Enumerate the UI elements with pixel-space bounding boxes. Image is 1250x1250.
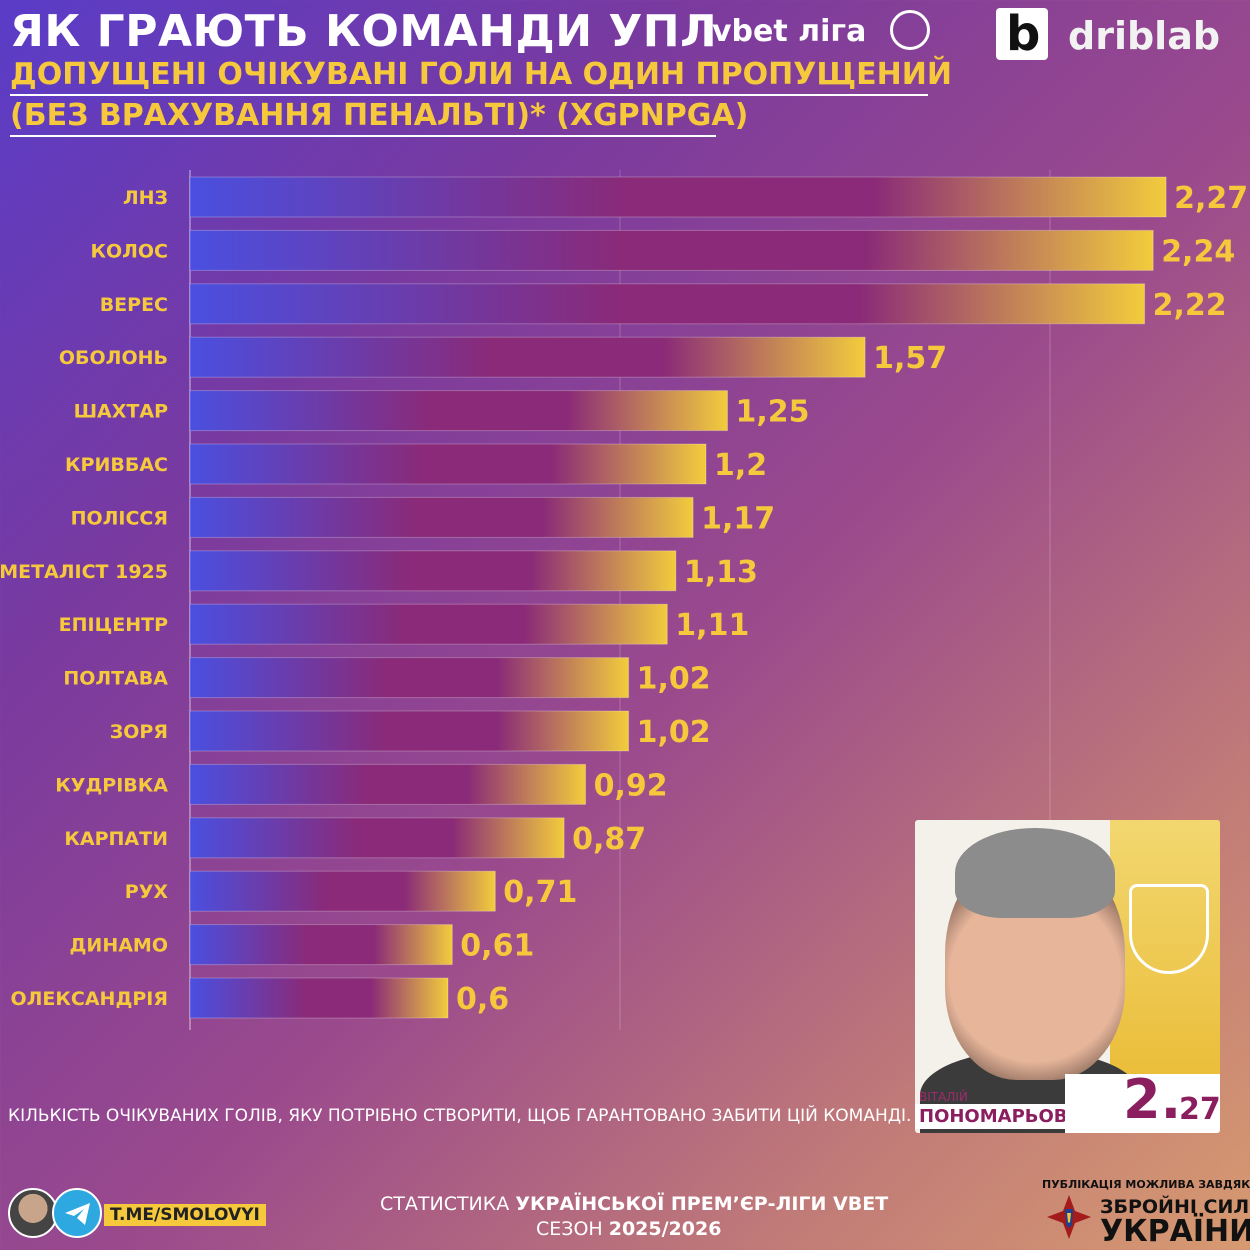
value-label: 2,27 [1174,181,1248,216]
category-label: ДИНАМО [70,935,169,957]
armed-forces-line-2: УКРАЇНИ [1100,1214,1250,1249]
bar [189,817,565,859]
bar [189,336,866,378]
value-label: 1,17 [701,501,775,536]
brand-name: driblab [1068,14,1221,58]
league-logo-text: vbet ліга [712,14,867,49]
category-label: ОЛЕКСАНДРІЯ [10,988,168,1010]
category-label: ЕПІЦЕНТР [59,614,168,636]
category-label: ОБОЛОНЬ [59,347,168,369]
value-label: 0,87 [572,822,646,857]
bar [189,550,677,592]
category-label: ПОЛІССЯ [71,507,168,529]
brand-logo-icon: b [996,6,1048,62]
value-label: 0,71 [503,875,577,910]
bar [189,870,496,912]
category-label: РУХ [125,881,169,903]
value-label: 1,25 [736,395,810,430]
armed-forces-line-1: ЗБРОЙНІ СИЛИ [1100,1196,1250,1218]
footnote: КІЛЬКІСТЬ ОЧІКУВАНИХ ГОЛІВ, ЯКУ ПОТРІБНО… [8,1106,912,1126]
value-label: 1,2 [714,448,767,483]
category-label: КУДРІВКА [55,774,168,796]
coach-card: ВІТАЛІЙ ПОНОМАРЬОВ 2. 27 [915,820,1220,1133]
stat-source: СТАТИСТИКА УКРАЇНСЬКОЇ ПРЕМ’ЄР-ЛІГИ VBET [380,1193,889,1215]
coach-value: 2. 27 [1065,1068,1220,1133]
value-label: 2,22 [1153,288,1227,323]
bar [189,603,668,645]
stat-league: УКРАЇНСЬКОЇ ПРЕМ’ЄР-ЛІГИ VBET [515,1193,889,1215]
value-label: 2,24 [1161,234,1235,269]
value-label: 0,92 [594,768,668,803]
category-label: ШАХТАР [74,401,168,423]
coach-last-name: ПОНОМАРЬОВ [915,1104,1069,1129]
club-crest-icon [1129,884,1209,974]
bar [189,763,587,805]
bar [189,924,453,966]
value-label: 1,02 [637,662,711,697]
bar [189,977,449,1019]
coach-first-name: ВІТАЛІЙ [919,1090,968,1104]
category-label: КОЛОС [90,240,168,262]
category-label: ВЕРЕС [100,294,168,316]
bar-chart: ЛНЗ 2,27 КОЛОС 2,24 ВЕРЕС 2,22 ОБОЛОНЬ 1,57 ШАХТ… [0,170,1248,1030]
coach-value-dec: 27 [1179,1092,1220,1127]
category-label: ЛНЗ [123,187,168,209]
season: СЕЗОН 2025/2026 [536,1218,722,1240]
value-label: 0,61 [460,929,534,964]
coach-value-int: 2. [1123,1068,1182,1131]
season-years: 2025/2026 [608,1218,722,1240]
category-label: КРИВБАС [65,454,168,476]
bar [189,283,1146,325]
value-label: 1,57 [873,341,947,376]
bar [189,229,1154,271]
bar [189,657,630,699]
author-avatar [8,1188,58,1238]
value-label: 0,6 [456,982,509,1017]
telegram-icon[interactable] [52,1188,102,1238]
category-label: КАРПАТИ [64,828,168,850]
publication-note: ПУБЛІКАЦІЯ МОЖЛИВА ЗАВДЯКИ: [1042,1178,1250,1191]
ball-icon [890,10,930,50]
category-label: ЗОРЯ [110,721,168,743]
subtitle-line-1: ДОПУЩЕНІ ОЧІКУВАНІ ГОЛИ НА ОДИН ПРОПУЩЕН… [10,57,952,96]
bar [189,710,630,752]
bar [189,390,728,432]
value-label: 1,11 [675,608,749,643]
armed-forces-emblem-icon [1047,1195,1091,1239]
bar [189,496,694,538]
telegram-link[interactable]: T.ME/SMOLOVYI [104,1204,266,1226]
category-label: МЕТАЛІСТ 1925 [0,561,168,583]
bar [189,443,707,485]
value-label: 1,02 [637,715,711,750]
category-label: ПОЛТАВА [63,668,168,690]
page-title: ЯК ГРАЮТЬ КОМАНДИ УПЛ [10,6,718,57]
value-label: 1,13 [684,555,758,590]
subtitle-line-2: (БЕЗ ВРАХУВАННЯ ПЕНАЛЬТІ)* (XGPNPGA) [10,98,748,137]
bar [189,176,1167,218]
